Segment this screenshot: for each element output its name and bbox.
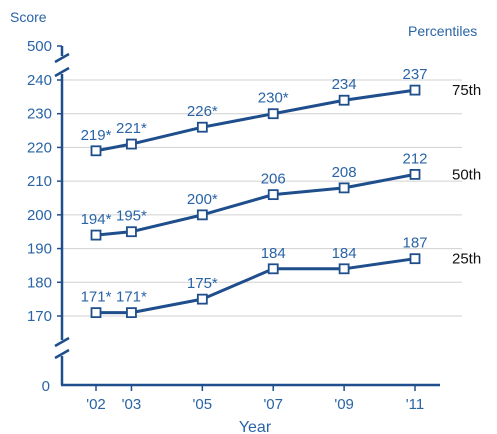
axis-break-mark [54,336,70,348]
data-point [409,84,421,96]
data-label: 234 [332,76,357,93]
data-label: 221* [116,120,147,137]
series-name-label: 50th [452,166,481,183]
data-point [409,168,421,180]
x-tick-label: '02 [86,396,106,413]
axis-break-mark [54,348,70,360]
data-point [267,108,279,120]
right-header: Percentiles [408,23,477,39]
series-name-label: 25th [452,251,481,268]
data-label: 175* [187,275,218,292]
data-label: 208 [332,164,357,181]
data-point [338,263,350,275]
y-tick-label: 500 [27,38,52,55]
data-point [409,253,421,265]
data-label: 171* [81,289,112,306]
y-tick-label: 230 [27,106,52,123]
y-tick-label: 240 [27,72,52,89]
data-point [126,138,137,150]
series-50th: 194* 195* 200* 206 208 212 50th [81,150,481,241]
y-tick-label: 200 [27,207,52,224]
data-point [90,145,102,157]
x-tick-label: '03 [122,396,142,413]
series-75th: 219* 221* 226* 230* 234 237 75th [81,66,481,157]
series-line [95,172,416,237]
data-label: 237 [402,66,427,83]
axis-break-mark [54,66,70,78]
y-tick-label: 170 [27,308,52,325]
data-point [126,307,137,319]
x-tick-label: '07 [263,396,283,413]
tick-labels: 170 180 190 200 210 220 230 240 500 0 '02 '03 '05 '07… [27,38,424,413]
data-label: 226* [187,103,218,120]
x-tick-label: '11 [406,396,424,413]
series-name-label: 75th [452,82,481,99]
y-tick-label: 190 [27,241,52,258]
data-point [338,182,350,194]
data-label: 219* [81,127,112,144]
data-point [267,263,279,275]
x-axis-title: Year [239,419,272,434]
y-tick-label: 0 [42,378,50,395]
data-label: 230* [258,90,289,107]
axis-break-mark [54,52,70,64]
data-point [90,229,102,241]
y-tick-label: 180 [27,274,52,291]
data-label: 184 [332,245,357,262]
axes [54,45,440,391]
data-label: 200* [187,191,218,208]
data-label: 206 [261,171,286,188]
y-tick-label: 210 [27,173,52,190]
series-line [95,88,416,153]
data-point [196,121,208,133]
series-line [96,257,416,315]
data-point [338,94,350,106]
data-point [126,226,137,238]
y-axis-title: Score [10,9,47,25]
series-group: 219* 221* 226* 230* 234 237 75th 194* 195* 200* 20… [81,66,481,319]
data-point [196,293,208,305]
series-25th: 171* 171* 175* 184 184 187 25th [81,235,481,319]
data-point [267,189,279,201]
data-label: 187 [402,235,427,252]
data-label: 212 [402,150,427,167]
x-tick-label: '05 [193,396,213,413]
data-label: 195* [116,208,147,225]
x-tick-label: '09 [334,396,354,413]
data-label: 194* [81,211,112,228]
data-point [196,209,208,221]
data-point [90,307,102,319]
data-label: 184 [261,245,286,262]
data-label: 171* [116,289,147,306]
y-tick-label: 220 [27,139,52,156]
